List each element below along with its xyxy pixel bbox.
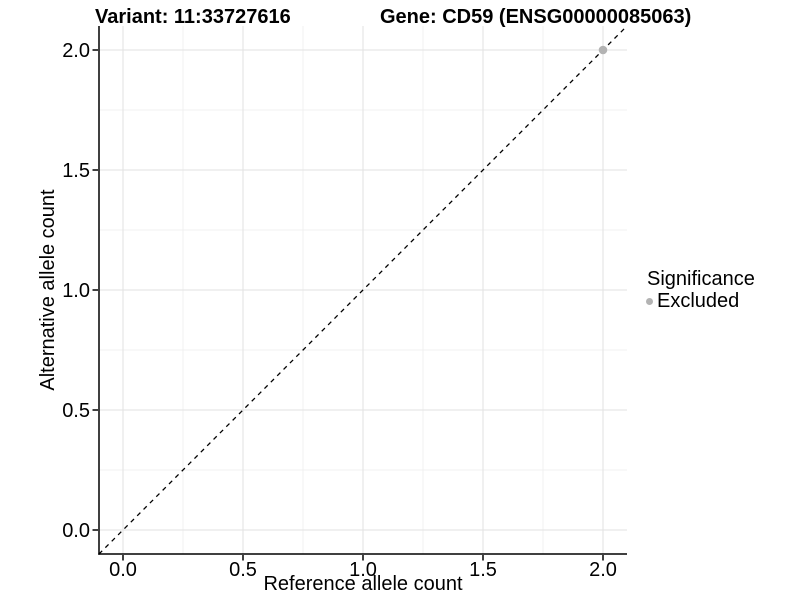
plot-title-variant: Variant: 11:33727616 [95,6,291,28]
y-tick-label: 0.5 [62,400,90,422]
identity-line [98,25,628,555]
x-tick-label: 1.5 [469,559,497,581]
excluded-point-icon [646,297,653,305]
data-point-excluded [598,45,608,55]
legend-item-excluded: Excluded [642,290,755,312]
x-tick-label: 2.0 [589,559,617,581]
y-tick-label: 2.0 [62,40,90,62]
y-tick-label: 0.0 [62,520,90,542]
x-tick-label: 1.0 [349,559,377,581]
y-tick-label: 1.0 [62,280,90,302]
legend-label: Excluded [657,289,740,312]
legend-title: Significance [647,268,755,290]
y-axis-title: Alternative allele count [37,189,59,391]
x-tick-label: 0.0 [109,559,137,581]
legend-key [642,294,657,309]
x-tick-label: 0.5 [229,559,257,581]
x-axis-title: Reference allele count [263,573,463,595]
plot-title-gene: Gene: CD59 (ENSG00000085063) [380,6,692,28]
legend: Significance Excluded [642,268,755,312]
y-tick-label: 1.5 [62,160,90,182]
